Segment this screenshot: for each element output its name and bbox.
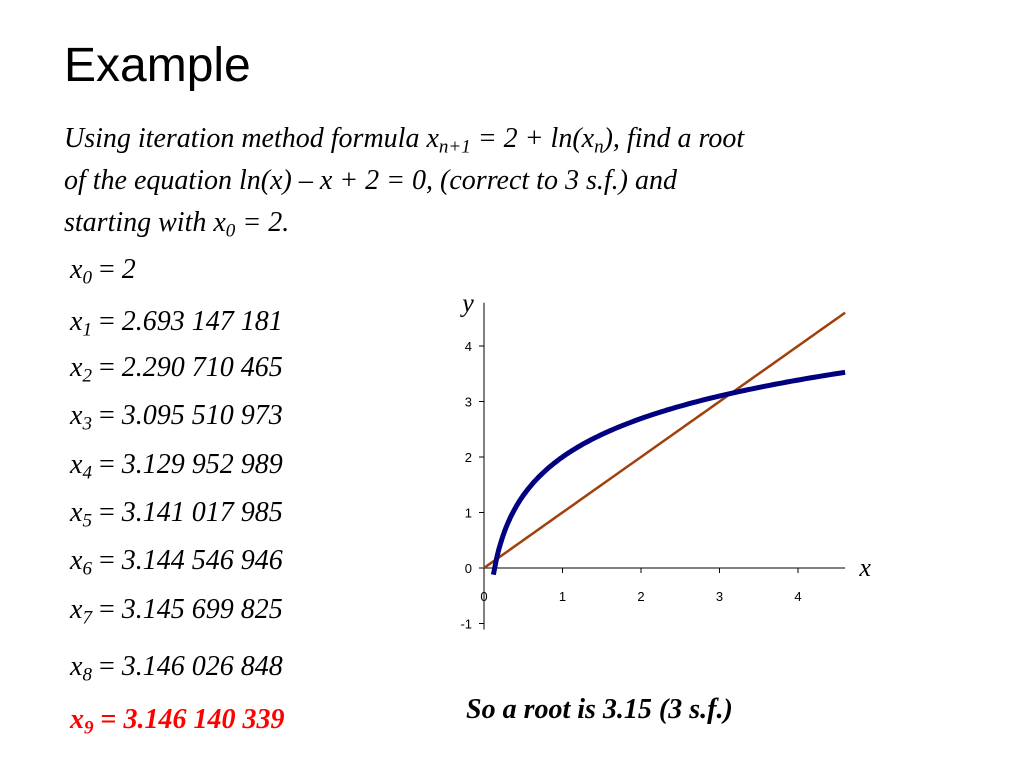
iteration-8: x8 = 3.146 026 848 — [70, 651, 283, 686]
iteration-9-highlighted: x9 = 3.146 140 339 — [70, 704, 285, 739]
iteration-0: x0 = 2 — [70, 254, 136, 289]
curve-series-2-plus-ln-x — [490, 369, 846, 576]
iteration-3: x3 = 3.095 510 973 — [70, 400, 283, 435]
problem-line-1: Using iteration method formula xn+1 = 2 … — [64, 123, 745, 158]
x-tick-label: 2 — [637, 589, 644, 604]
x-axis-label: x — [858, 553, 871, 582]
iteration-1: x1 = 2.693 147 181 — [70, 306, 283, 341]
iteration-graph: -1 0 1 2 3 4 0 1 2 3 4 y x — [459, 289, 871, 632]
page-title: Example — [64, 39, 251, 92]
y-tick-label: 0 — [465, 561, 472, 576]
iteration-6: x6 = 3.144 546 946 — [70, 545, 283, 580]
y-tick-label: 4 — [465, 339, 472, 354]
problem-line-2: of the equation ln(x) – x + 2 = 0, (corr… — [64, 165, 677, 196]
y-tick-label: 3 — [465, 395, 472, 410]
iteration-5: x5 = 3.141 017 985 — [70, 497, 283, 532]
x-tick-label: 0 — [480, 589, 487, 604]
problem-line-3: starting with x0 = 2. — [64, 207, 290, 242]
x-tick-label: 4 — [794, 589, 801, 604]
y-tick-label: 1 — [465, 506, 472, 521]
x-tick-label: 1 — [559, 589, 566, 604]
x-tick-label: 3 — [716, 589, 723, 604]
iteration-7: x7 = 3.145 699 825 — [70, 594, 283, 629]
y-tick-label: -1 — [460, 617, 472, 632]
problem-statement: Using iteration method formula xn+1 = 2 … — [64, 118, 964, 244]
iteration-2: x2 = 2.290 710 465 — [70, 352, 283, 387]
y-axis-label: y — [459, 289, 474, 318]
iteration-4: x4 = 3.129 952 989 — [70, 449, 283, 484]
line-series-y-equals-x — [483, 311, 846, 570]
conclusion-text: So a root is 3.15 (3 s.f.) — [466, 694, 733, 725]
y-tick-label: 2 — [465, 450, 472, 465]
